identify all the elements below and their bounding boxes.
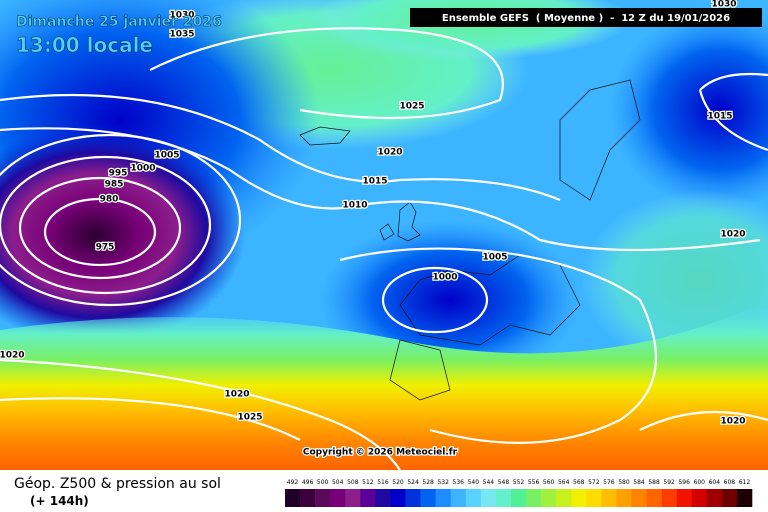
scale-label: 540 xyxy=(468,479,480,486)
scale-cell xyxy=(330,489,346,507)
isobar-label: 1010 xyxy=(342,201,367,211)
isobar-label: 1015 xyxy=(707,112,732,122)
scale-label: 568 xyxy=(573,479,585,486)
isobar-label: 1035 xyxy=(169,30,194,40)
isobar-label: 1005 xyxy=(154,151,179,161)
scale-label: 592 xyxy=(663,479,675,486)
scale-cell xyxy=(571,489,587,507)
scale-label: 564 xyxy=(558,479,570,486)
map-time: 13:00 locale xyxy=(16,33,153,57)
isobar-label: 1000 xyxy=(432,273,457,283)
isobar-label: 985 xyxy=(105,180,124,190)
scale-label: 552 xyxy=(513,479,525,486)
scale-cell xyxy=(480,489,497,507)
scale-cell xyxy=(510,489,527,507)
scale-label: 544 xyxy=(483,479,495,486)
scale-cell xyxy=(586,489,602,507)
scale-cell xyxy=(676,489,693,507)
scale-cell xyxy=(646,489,662,507)
scale-cell xyxy=(300,489,316,507)
scale-label: 548 xyxy=(498,479,510,486)
scale-label: 532 xyxy=(437,479,449,486)
isobar-label: 1020 xyxy=(720,417,745,427)
scale-label: 520 xyxy=(392,479,404,486)
scale-cell xyxy=(556,489,572,507)
scale-cell xyxy=(420,489,436,507)
isobar-label: 1000 xyxy=(130,164,155,174)
scale-cell xyxy=(390,489,406,507)
isobar-label: 1020 xyxy=(224,390,249,400)
isobar-label: 995 xyxy=(109,169,128,179)
isobar-label: 1020 xyxy=(720,230,745,240)
isobar-label: 1030 xyxy=(711,0,736,10)
scale-cell xyxy=(706,489,723,507)
isobar-labels: 1030103510251020101510101005100099598598… xyxy=(0,0,747,428)
scale-label: 596 xyxy=(678,479,690,486)
scale-cell xyxy=(450,489,467,507)
isobar-label: 1030 xyxy=(169,11,194,21)
scale-cell xyxy=(736,489,753,507)
scale-cell xyxy=(345,489,361,507)
scale-label: 572 xyxy=(588,479,600,486)
scale-cell xyxy=(526,489,542,507)
map xyxy=(0,0,768,471)
scale-label: 608 xyxy=(724,479,736,486)
map-date: Dimanche 25 janvier 2026 xyxy=(16,14,222,30)
scale-cell xyxy=(616,489,632,507)
isobar-label: 1025 xyxy=(237,413,262,423)
scale-cell xyxy=(601,489,617,507)
scale-label: 612 xyxy=(739,479,751,486)
scale-cell xyxy=(465,489,482,507)
lead-time: (+ 144h) xyxy=(30,494,89,508)
scale-label: 604 xyxy=(709,479,721,486)
isobar-label: 975 xyxy=(96,243,115,253)
run-box xyxy=(410,8,762,27)
scale-label: 524 xyxy=(407,479,419,486)
scale-cell xyxy=(360,489,376,507)
scale-cell xyxy=(631,489,647,507)
scale-cell xyxy=(435,489,452,507)
isobar-label: 1015 xyxy=(362,177,387,187)
scale-label: 588 xyxy=(648,479,660,486)
isobar-label: 1025 xyxy=(399,102,424,112)
scale-cell xyxy=(285,489,301,507)
scale-label: 496 xyxy=(302,479,314,486)
scale-cell xyxy=(375,489,391,507)
scale-label: 500 xyxy=(317,479,329,486)
scale-cell xyxy=(541,489,557,507)
scale-cell xyxy=(495,489,512,507)
scale-cell xyxy=(405,489,421,507)
copyright: Copyright © 2026 Meteociel.fr xyxy=(303,448,458,458)
scale-label: 556 xyxy=(528,479,540,486)
scale-cell xyxy=(721,489,738,507)
legend-title: Géop. Z500 & pression au sol xyxy=(14,476,221,492)
run-info: Ensemble GEFS ( Moyenne ) - 12 Z du 19/0… xyxy=(442,13,730,24)
scale-cell xyxy=(315,489,331,507)
isobar-label: 1020 xyxy=(0,351,25,361)
scale-label: 536 xyxy=(453,479,465,486)
scale-label: 580 xyxy=(618,479,630,486)
scale-label: 504 xyxy=(332,479,344,486)
scale-label: 600 xyxy=(694,479,706,486)
isobar-label: 980 xyxy=(100,195,119,205)
scale-label: 512 xyxy=(362,479,374,486)
scale-label: 516 xyxy=(377,479,389,486)
scale-label: 508 xyxy=(347,479,359,486)
scale-label: 492 xyxy=(287,479,299,486)
color-scale: 492 496 500 504 508 512 516 520 524 528 532 536 540 5… xyxy=(285,479,753,507)
isobar-label: 1020 xyxy=(377,148,402,158)
scale-label: 584 xyxy=(633,479,645,486)
scale-label: 576 xyxy=(603,479,615,486)
scale-label: 560 xyxy=(543,479,555,486)
scale-label: 528 xyxy=(422,479,434,486)
isobar-label: 1005 xyxy=(482,253,507,263)
scale-cell xyxy=(661,489,677,507)
scale-cell xyxy=(691,489,708,507)
